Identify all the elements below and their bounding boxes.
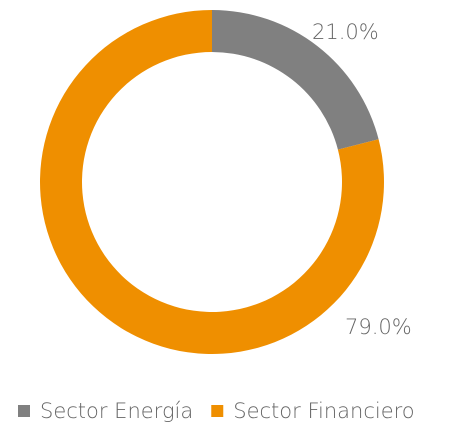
legend-swatch	[18, 405, 30, 417]
legend-label: Sector Energía	[40, 399, 193, 423]
legend-label: Sector Financiero	[233, 399, 414, 423]
data-label: 79.0%	[345, 315, 412, 339]
data-label: 21.0%	[312, 20, 379, 44]
donut-segment	[212, 10, 379, 150]
legend-swatch	[211, 405, 224, 417]
